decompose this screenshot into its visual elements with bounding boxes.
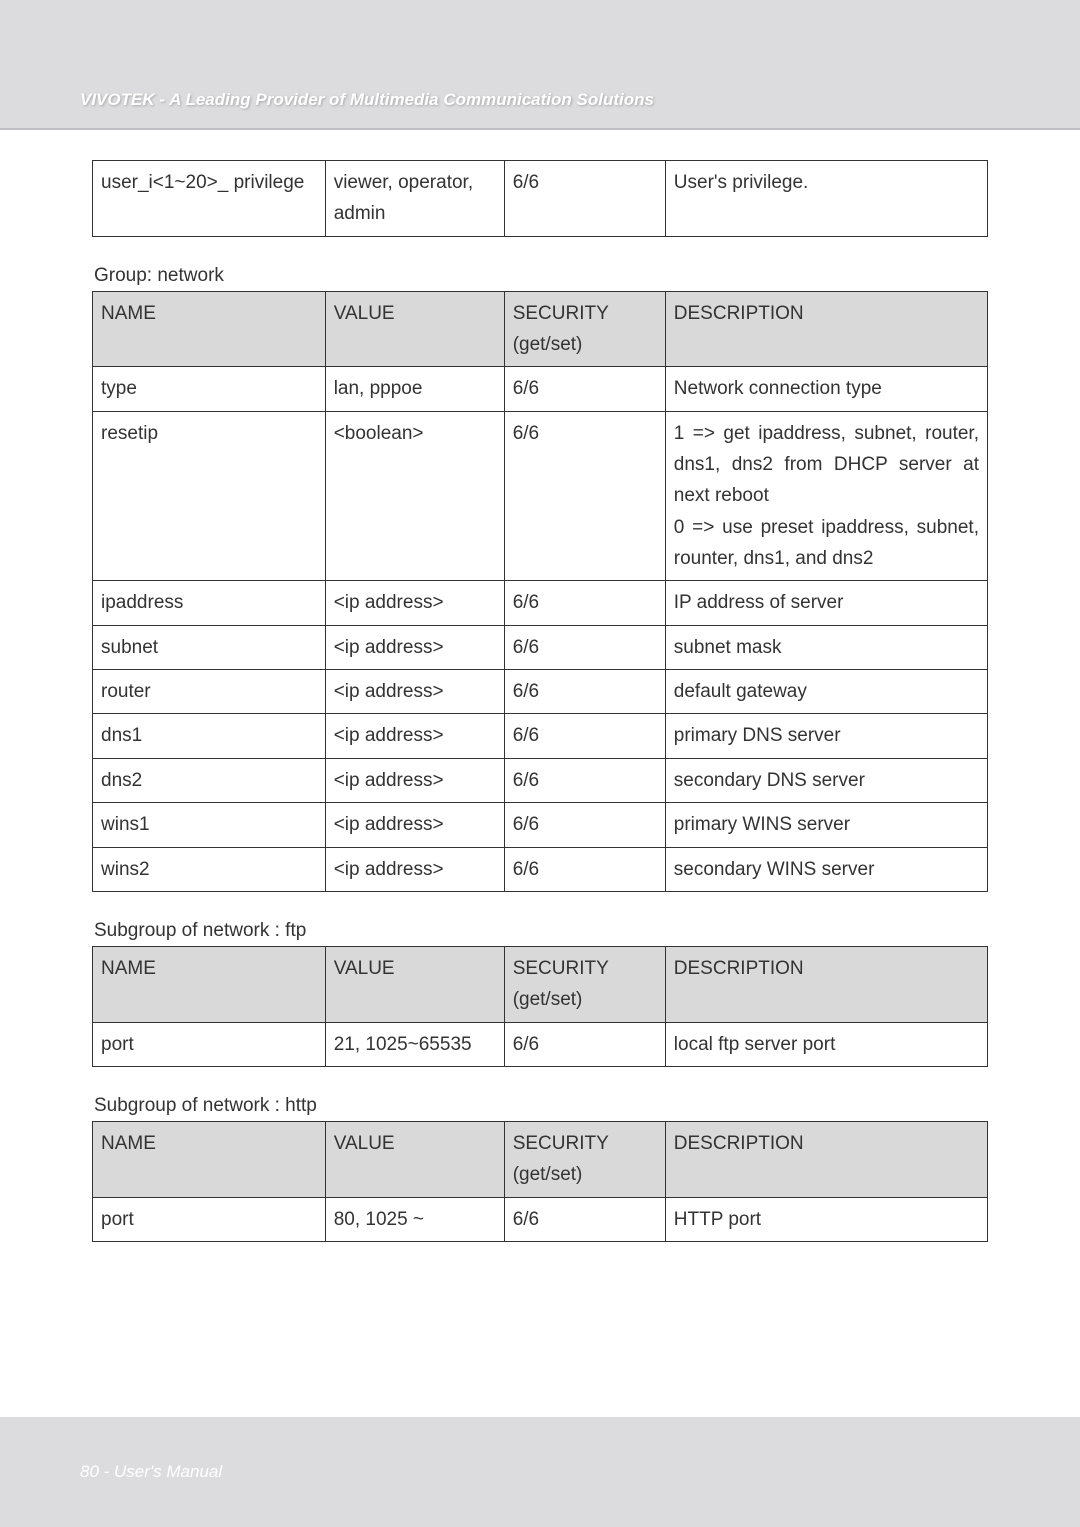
table-row: user_i<1~20>_ privilege viewer, operator… [93,161,988,237]
table-row: wins2 <ip address> 6/6 secondary WINS se… [93,847,988,891]
cell-value: <ip address> [325,670,504,714]
cell-description: primary WINS server [665,803,987,847]
header-title: VIVOTEK - A Leading Provider of Multimed… [80,90,654,110]
group-label-ftp: Subgroup of network : ftp [94,920,988,942]
table-row: subnet <ip address> 6/6 subnet mask [93,625,988,669]
cell-description: local ftp server port [665,1022,987,1066]
cell-security: 6/6 [504,581,665,625]
cell-security: 6/6 [504,803,665,847]
cell-security: 6/6 [504,1022,665,1066]
table-row: ipaddress <ip address> 6/6 IP address of… [93,581,988,625]
cell-value: lan, pppoe [325,367,504,411]
table-row: type lan, pppoe 6/6 Network connection t… [93,367,988,411]
page-footer: 80 - User's Manual [0,1417,1080,1527]
cell-name: user_i<1~20>_ privilege [93,161,326,237]
col-header-name: NAME [93,946,326,1022]
header-underline [0,128,1080,130]
table-row: wins1 <ip address> 6/6 primary WINS serv… [93,803,988,847]
cell-name: port [93,1197,326,1241]
cell-name: router [93,670,326,714]
cell-value: <ip address> [325,714,504,758]
cell-description: primary DNS server [665,714,987,758]
col-header-value: VALUE [325,291,504,367]
cell-security: 6/6 [504,411,665,581]
table-header-row: NAME VALUE SECURITY (get/set) DESCRIPTIO… [93,946,988,1022]
cell-name: dns1 [93,714,326,758]
table-row: dns1 <ip address> 6/6 primary DNS server [93,714,988,758]
col-header-security: SECURITY (get/set) [504,946,665,1022]
cell-value: <boolean> [325,411,504,581]
cell-description: User's privilege. [665,161,987,237]
cell-value: 21, 1025~65535 [325,1022,504,1066]
cell-description: IP address of server [665,581,987,625]
table-row: router <ip address> 6/6 default gateway [93,670,988,714]
cell-name: ipaddress [93,581,326,625]
cell-description: default gateway [665,670,987,714]
content: user_i<1~20>_ privilege viewer, operator… [0,130,1080,1242]
cell-description: HTTP port [665,1197,987,1241]
footer-text: 80 - User's Manual [80,1462,222,1482]
col-header-security: SECURITY (get/set) [504,1121,665,1197]
col-header-security: SECURITY (get/set) [504,291,665,367]
group-label-network: Group: network [94,265,988,287]
col-header-description: DESCRIPTION [665,1121,987,1197]
cell-name: resetip [93,411,326,581]
cell-name: wins1 [93,803,326,847]
col-header-name: NAME [93,291,326,367]
table-row: dns2 <ip address> 6/6 secondary DNS serv… [93,758,988,802]
cell-name: wins2 [93,847,326,891]
cell-value: <ip address> [325,581,504,625]
cell-value: viewer, operator, admin [325,161,504,237]
group-label-http: Subgroup of network : http [94,1095,988,1117]
cell-security: 6/6 [504,847,665,891]
table-header-row: NAME VALUE SECURITY (get/set) DESCRIPTIO… [93,1121,988,1197]
cell-description: subnet mask [665,625,987,669]
col-header-description: DESCRIPTION [665,946,987,1022]
table-row: resetip <boolean> 6/6 1 => get ipaddress… [93,411,988,581]
cell-value: <ip address> [325,625,504,669]
table-ftp: NAME VALUE SECURITY (get/set) DESCRIPTIO… [92,946,988,1067]
table-user-privilege: user_i<1~20>_ privilege viewer, operator… [92,160,988,237]
cell-value: <ip address> [325,803,504,847]
col-header-value: VALUE [325,946,504,1022]
table-http: NAME VALUE SECURITY (get/set) DESCRIPTIO… [92,1121,988,1242]
cell-security: 6/6 [504,625,665,669]
top-gray-band [0,0,1080,70]
cell-security: 6/6 [504,758,665,802]
table-header-row: NAME VALUE SECURITY (get/set) DESCRIPTIO… [93,291,988,367]
cell-description: secondary DNS server [665,758,987,802]
cell-security: 6/6 [504,1197,665,1241]
cell-security: 6/6 [504,367,665,411]
table-network: NAME VALUE SECURITY (get/set) DESCRIPTIO… [92,291,988,892]
col-header-value: VALUE [325,1121,504,1197]
cell-name: subnet [93,625,326,669]
col-header-description: DESCRIPTION [665,291,987,367]
cell-name: port [93,1022,326,1066]
cell-name: dns2 [93,758,326,802]
cell-value: <ip address> [325,758,504,802]
cell-description: 1 => get ipaddress, subnet, router, dns1… [665,411,987,581]
cell-security: 6/6 [504,714,665,758]
cell-value: <ip address> [325,847,504,891]
col-header-name: NAME [93,1121,326,1197]
table-row: port 21, 1025~65535 6/6 local ftp server… [93,1022,988,1066]
cell-description: secondary WINS server [665,847,987,891]
cell-value: 80, 1025 ~ [325,1197,504,1241]
table-row: port 80, 1025 ~ 6/6 HTTP port [93,1197,988,1241]
cell-description: Network connection type [665,367,987,411]
cell-security: 6/6 [504,161,665,237]
cell-security: 6/6 [504,670,665,714]
page-header: VIVOTEK - A Leading Provider of Multimed… [0,70,1080,130]
cell-name: type [93,367,326,411]
